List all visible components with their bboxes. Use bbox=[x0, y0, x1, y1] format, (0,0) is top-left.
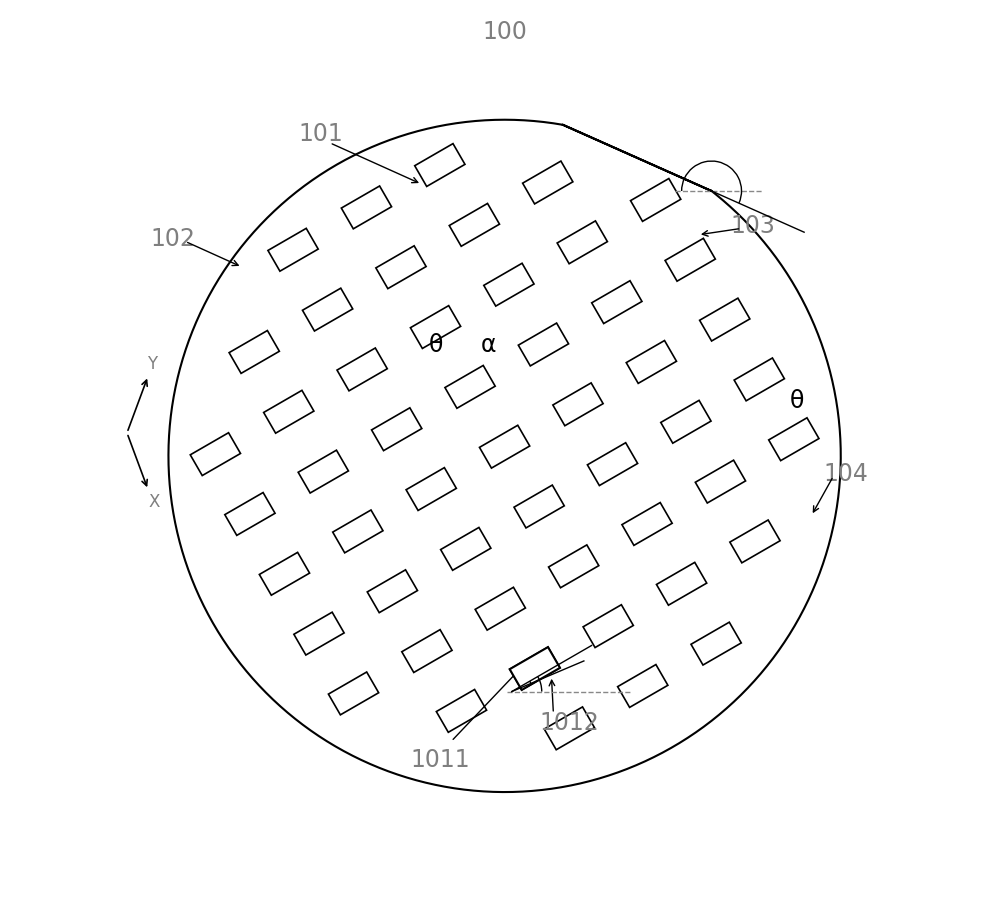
Polygon shape bbox=[372, 408, 422, 450]
Polygon shape bbox=[436, 690, 487, 732]
Text: θ: θ bbox=[789, 389, 804, 413]
Polygon shape bbox=[341, 186, 392, 228]
Polygon shape bbox=[523, 161, 573, 204]
Text: 100: 100 bbox=[482, 20, 527, 44]
Polygon shape bbox=[592, 281, 642, 323]
Polygon shape bbox=[583, 605, 633, 647]
Polygon shape bbox=[402, 630, 452, 672]
Text: 1011: 1011 bbox=[410, 748, 470, 772]
Polygon shape bbox=[691, 623, 741, 665]
Polygon shape bbox=[406, 468, 456, 510]
Polygon shape bbox=[618, 665, 668, 707]
Polygon shape bbox=[441, 528, 491, 570]
Polygon shape bbox=[549, 545, 599, 588]
Text: 104: 104 bbox=[823, 462, 868, 486]
Polygon shape bbox=[225, 493, 275, 535]
Polygon shape bbox=[259, 553, 310, 595]
Text: α: α bbox=[480, 333, 496, 357]
Polygon shape bbox=[298, 450, 348, 493]
Polygon shape bbox=[518, 323, 569, 366]
Polygon shape bbox=[376, 246, 426, 288]
Polygon shape bbox=[475, 588, 525, 630]
Polygon shape bbox=[510, 647, 560, 690]
Polygon shape bbox=[695, 460, 746, 503]
Polygon shape bbox=[294, 612, 344, 655]
Polygon shape bbox=[410, 306, 461, 348]
Polygon shape bbox=[333, 510, 383, 553]
Polygon shape bbox=[449, 204, 500, 246]
Polygon shape bbox=[544, 707, 595, 750]
Polygon shape bbox=[665, 239, 715, 281]
Polygon shape bbox=[587, 443, 638, 485]
Text: X: X bbox=[149, 493, 160, 511]
Text: Y: Y bbox=[147, 355, 157, 373]
Polygon shape bbox=[328, 672, 379, 715]
Polygon shape bbox=[626, 341, 676, 383]
Polygon shape bbox=[484, 263, 534, 306]
Polygon shape bbox=[445, 366, 495, 408]
Text: 1012: 1012 bbox=[539, 711, 599, 735]
Polygon shape bbox=[268, 228, 318, 271]
Text: 101: 101 bbox=[298, 122, 343, 146]
Polygon shape bbox=[557, 221, 607, 263]
Polygon shape bbox=[479, 426, 530, 468]
Polygon shape bbox=[367, 570, 418, 612]
Polygon shape bbox=[769, 418, 819, 460]
Polygon shape bbox=[734, 358, 784, 401]
Polygon shape bbox=[656, 563, 707, 605]
Text: θ: θ bbox=[428, 333, 443, 357]
Polygon shape bbox=[415, 144, 465, 186]
Polygon shape bbox=[302, 288, 353, 331]
Polygon shape bbox=[514, 485, 564, 528]
Polygon shape bbox=[264, 391, 314, 433]
Polygon shape bbox=[661, 401, 711, 443]
Polygon shape bbox=[168, 120, 841, 792]
Polygon shape bbox=[700, 298, 750, 341]
Polygon shape bbox=[622, 503, 672, 545]
Polygon shape bbox=[337, 348, 387, 391]
Polygon shape bbox=[510, 647, 560, 690]
Polygon shape bbox=[229, 331, 279, 373]
Polygon shape bbox=[631, 179, 681, 221]
Polygon shape bbox=[730, 520, 780, 563]
Polygon shape bbox=[190, 433, 241, 475]
Polygon shape bbox=[553, 383, 603, 426]
Text: 102: 102 bbox=[151, 227, 195, 251]
Text: 103: 103 bbox=[731, 214, 776, 238]
